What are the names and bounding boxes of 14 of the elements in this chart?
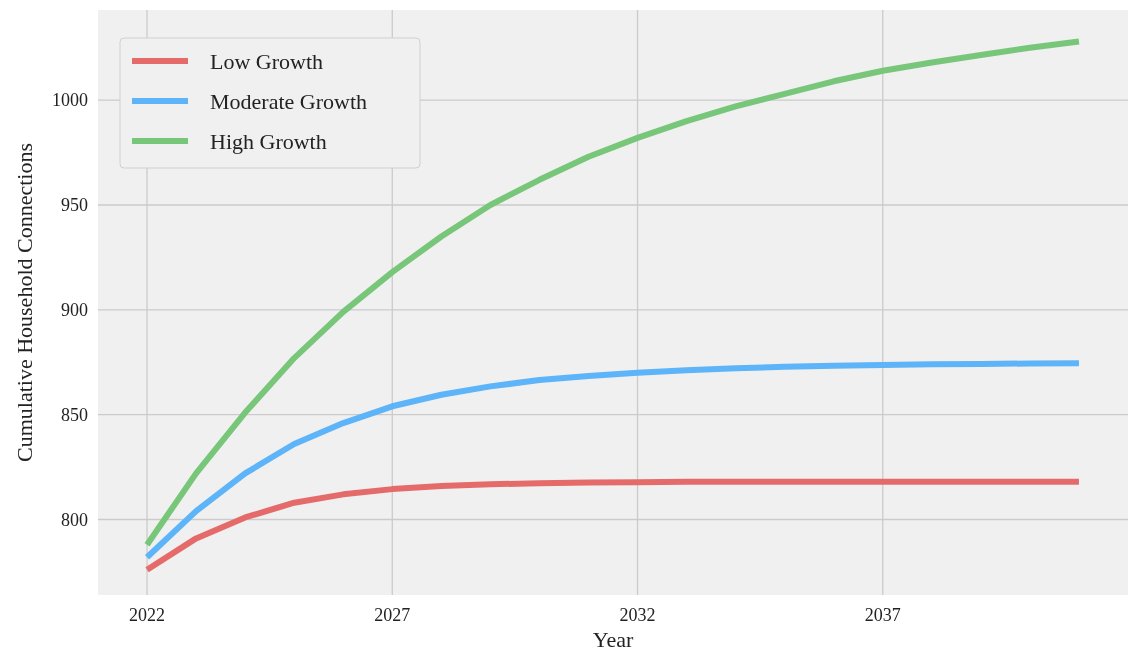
- legend-label: Low Growth: [210, 48, 324, 74]
- y-axis-title: Cumulative Household Connections: [12, 143, 37, 462]
- y-tick-label: 1000: [52, 90, 88, 111]
- x-tick-label: 2022: [129, 605, 166, 625]
- legend-label: Moderate Growth: [210, 88, 368, 114]
- y-tick-label: 850: [61, 404, 88, 425]
- y-tick-label: 950: [61, 195, 88, 216]
- x-tick-label: 2027: [374, 605, 411, 625]
- x-axis-title: Year: [592, 627, 634, 652]
- x-tick-label: 2037: [864, 605, 901, 625]
- x-tick-label: 2032: [619, 605, 656, 625]
- y-tick-label: 800: [61, 509, 88, 530]
- legend-label: High Growth: [210, 128, 327, 154]
- y-tick-label: 900: [61, 300, 88, 321]
